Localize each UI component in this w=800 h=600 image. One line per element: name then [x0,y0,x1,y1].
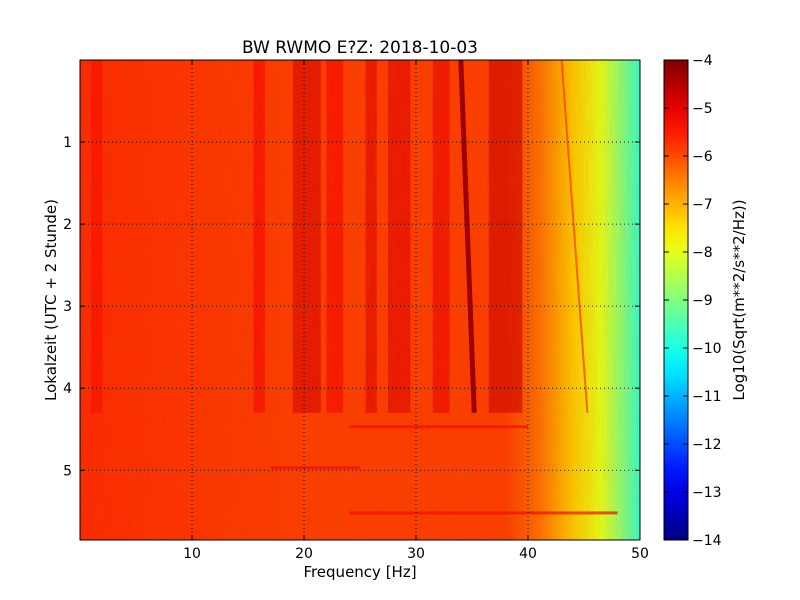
x-axis: 10 20 30 40 50 [183,60,649,562]
x-tick-label: 40 [519,546,537,562]
x-tick-label: 20 [295,546,313,562]
y-axis: 1 2 3 4 5 [63,135,640,479]
colorbar-tick-label: −10 [692,341,722,357]
x-tick-label: 10 [183,546,201,562]
feature-layer [458,60,589,413]
colorbar-tick-label: −6 [692,149,713,165]
colorbar-tick-label: −8 [692,245,713,261]
colorbar-label: Log10(Sqrt(m**2/s**2/Hz)) [730,199,748,400]
grid-layer [80,60,640,540]
plot-frame [79,59,641,541]
y-tick-label: 1 [63,135,72,151]
y-tick-label: 3 [63,299,72,315]
colorbar-tick-label: −7 [692,197,713,213]
colorbar-tick-label: −13 [692,485,722,501]
colorbar-tick-label: −9 [692,293,713,309]
spectral-line [458,60,477,413]
noise-texture [80,60,640,540]
x-tick-label: 30 [407,546,425,562]
colorbar-tick-label: −4 [692,53,713,69]
colorbar-tick-label: −12 [692,437,722,453]
x-axis-label: Frequency [Hz] [303,563,416,581]
y-axis-label: Lokalzeit (UTC + 2 Stunde) [42,199,60,401]
colorbar-axis: −4 −5 −6 −7 −8 −9 −10 −11 −12 −13 −14 [664,53,722,549]
y-tick-label: 2 [63,217,72,233]
colorbar-tick-label: −11 [692,389,722,405]
chart-title: BW RWMO E?Z: 2018-10-03 [242,38,478,58]
plot-area [80,60,640,540]
y-tick-label: 4 [63,381,72,397]
x-tick-label: 50 [631,546,649,562]
colorbar-tick-label: −14 [692,533,722,549]
y-tick-label: 5 [63,463,72,479]
colorbar-tick-label: −5 [692,101,713,117]
spectral-line [560,60,589,413]
